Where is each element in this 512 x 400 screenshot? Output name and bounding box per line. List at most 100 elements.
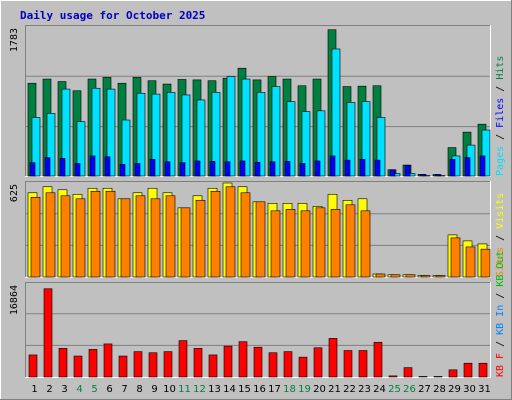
bar-pages-day-20: [316, 110, 326, 177]
bar-files-day-14: [224, 161, 231, 177]
bar-pages-day-1: [31, 117, 41, 177]
bar-kb-day-23: [358, 350, 368, 378]
bar-pages-day-16: [256, 92, 266, 177]
bar-files-day-10: [164, 161, 171, 177]
bar-kb-day-29: [448, 369, 458, 378]
day-label-25: 25: [388, 384, 401, 395]
panel-3-max-label: 16864: [9, 285, 20, 315]
bar-kb-day-19: [298, 356, 308, 378]
bar-kb-day-15: [238, 341, 248, 378]
bar-sites-day-30: [465, 246, 476, 278]
bar-kb-day-4: [73, 355, 83, 378]
bar-files-day-23: [359, 158, 366, 177]
bar-pages-day-9: [151, 93, 161, 177]
bar-pages-day-7: [121, 119, 131, 177]
legend-hits: Hits: [495, 56, 506, 80]
bar-pages-day-13: [211, 92, 221, 177]
bar-sites-day-18: [285, 209, 296, 278]
bar-kb-day-14: [223, 345, 233, 378]
day-label-16: 16: [253, 384, 266, 395]
bar-kb-day-28: [433, 376, 443, 378]
bar-kb-day-11: [178, 340, 188, 378]
bar-files-day-19: [299, 163, 306, 177]
day-label-7: 7: [121, 384, 127, 395]
bar-kb-day-13: [208, 354, 218, 378]
legend-separator: /: [495, 335, 506, 353]
bar-pages-day-6: [106, 88, 116, 177]
day-label-21: 21: [328, 384, 341, 395]
bar-files-day-12: [194, 160, 201, 177]
bar-pages-day-15: [241, 78, 251, 177]
legend-sites: Sites: [495, 247, 506, 277]
panel-2-legend: Sites / Visits: [495, 193, 506, 277]
bar-sites-day-7: [120, 198, 131, 278]
bar-kb-day-25: [388, 375, 398, 378]
day-label-8: 8: [136, 384, 142, 395]
day-label-17: 17: [268, 384, 281, 395]
day-label-19: 19: [298, 384, 311, 395]
bar-pages-day-18: [286, 101, 296, 177]
bar-sites-day-9: [150, 198, 161, 278]
bar-files-day-6: [104, 156, 111, 177]
legend-kb-out: KB Out: [495, 251, 506, 287]
chart-title: Daily usage for October 2025: [20, 9, 205, 22]
bar-pages-day-12: [196, 99, 206, 177]
bar-sites-day-3: [60, 195, 71, 278]
bar-kb-day-5: [88, 349, 98, 378]
panel-3-legend: KB F / KB In / KB Out: [495, 251, 506, 377]
bar-sites-day-19: [300, 210, 311, 278]
panel-1-legend: Pages / Files / Hits: [495, 56, 506, 176]
bar-files-day-29: [449, 158, 456, 177]
day-label-11: 11: [178, 384, 191, 395]
bar-files-day-20: [314, 160, 321, 177]
bar-files-day-1: [29, 162, 36, 177]
bar-sites-day-26: [405, 274, 416, 278]
legend-kb-in: KB In: [495, 305, 506, 335]
bar-pages-day-21: [331, 48, 341, 177]
bar-files-day-26: [404, 164, 411, 177]
bar-pages-day-14: [226, 76, 236, 177]
bar-files-day-17: [269, 161, 276, 177]
bar-kb-day-24: [373, 341, 383, 378]
day-label-22: 22: [343, 384, 356, 395]
bar-files-day-31: [479, 155, 486, 177]
legend-separator: /: [495, 287, 506, 305]
bar-sites-day-22: [345, 204, 356, 278]
bar-files-day-21: [329, 155, 336, 177]
bar-pages-day-11: [181, 94, 191, 177]
day-label-24: 24: [373, 384, 386, 395]
bar-kb-day-2: [43, 288, 53, 378]
bar-sites-day-23: [360, 210, 371, 278]
day-label-5: 5: [91, 384, 97, 395]
day-label-1: 1: [31, 384, 37, 395]
bar-sites-day-11: [180, 207, 191, 278]
bar-kb-day-10: [163, 351, 173, 378]
bar-files-day-11: [179, 162, 186, 177]
bar-files-day-8: [134, 163, 141, 177]
day-label-29: 29: [448, 384, 461, 395]
bar-kb-day-18: [283, 351, 293, 378]
bar-pages-day-3: [61, 88, 71, 177]
bar-sites-day-4: [75, 198, 86, 278]
legend-kb-f: KB F: [495, 353, 506, 377]
bar-sites-day-2: [45, 192, 56, 278]
day-label-20: 20: [313, 384, 326, 395]
day-label-18: 18: [283, 384, 296, 395]
bar-kb-day-27: [418, 376, 428, 378]
day-label-10: 10: [163, 384, 176, 395]
bar-files-day-24: [374, 159, 381, 177]
bar-kb-day-26: [403, 367, 413, 378]
bar-sites-day-24: [375, 273, 386, 278]
day-label-13: 13: [208, 384, 221, 395]
day-label-23: 23: [358, 384, 371, 395]
bar-files-day-13: [209, 161, 216, 177]
bar-files-day-25: [389, 169, 396, 177]
bar-pages-day-24: [376, 117, 386, 177]
day-label-14: 14: [223, 384, 236, 395]
bar-kb-day-22: [343, 350, 353, 378]
day-label-2: 2: [46, 384, 52, 395]
bar-files-day-4: [74, 163, 81, 177]
legend-visits: Visits: [495, 193, 506, 229]
bar-kb-day-17: [268, 352, 278, 378]
